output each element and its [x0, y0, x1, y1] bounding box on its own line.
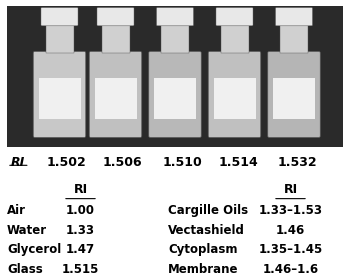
Text: 1.33–1.53: 1.33–1.53: [259, 204, 322, 217]
Text: Water: Water: [7, 224, 47, 237]
Text: 1.46: 1.46: [276, 224, 305, 237]
FancyBboxPatch shape: [273, 78, 315, 119]
FancyBboxPatch shape: [208, 51, 261, 138]
FancyBboxPatch shape: [7, 6, 343, 147]
Text: Glycerol: Glycerol: [7, 243, 61, 256]
FancyBboxPatch shape: [149, 51, 201, 138]
Text: RI: RI: [74, 183, 88, 196]
FancyBboxPatch shape: [275, 8, 313, 26]
FancyBboxPatch shape: [280, 25, 308, 53]
Text: Cargille Oils: Cargille Oils: [168, 204, 248, 217]
Text: RI: RI: [284, 183, 298, 196]
Text: Vectashield: Vectashield: [168, 224, 245, 237]
FancyBboxPatch shape: [220, 25, 248, 53]
FancyBboxPatch shape: [214, 78, 256, 119]
FancyBboxPatch shape: [38, 78, 80, 119]
FancyBboxPatch shape: [156, 8, 194, 26]
FancyBboxPatch shape: [41, 8, 78, 26]
FancyBboxPatch shape: [216, 8, 253, 26]
Text: 1.35–1.45: 1.35–1.45: [258, 243, 323, 256]
Text: Membrane: Membrane: [168, 263, 238, 276]
Text: RI: RI: [10, 156, 25, 169]
FancyBboxPatch shape: [161, 25, 189, 53]
FancyBboxPatch shape: [154, 78, 196, 119]
Text: 1.532: 1.532: [278, 156, 317, 169]
Text: 1.510: 1.510: [162, 156, 202, 169]
Text: Cytoplasm: Cytoplasm: [168, 243, 238, 256]
FancyBboxPatch shape: [33, 51, 86, 138]
Text: 1.33: 1.33: [66, 224, 95, 237]
FancyBboxPatch shape: [102, 25, 130, 53]
FancyBboxPatch shape: [97, 8, 134, 26]
Text: 1.47: 1.47: [66, 243, 95, 256]
FancyBboxPatch shape: [268, 51, 320, 138]
FancyBboxPatch shape: [46, 25, 74, 53]
Text: 1.502: 1.502: [47, 156, 86, 169]
Text: Air: Air: [7, 204, 26, 217]
Text: 1.46–1.6: 1.46–1.6: [262, 263, 318, 276]
FancyBboxPatch shape: [89, 51, 142, 138]
Text: Glass: Glass: [7, 263, 43, 276]
FancyBboxPatch shape: [94, 78, 136, 119]
Text: 1.515: 1.515: [62, 263, 99, 276]
Text: 1.506: 1.506: [103, 156, 142, 169]
Text: 1.00: 1.00: [66, 204, 95, 217]
Text: 1.514: 1.514: [218, 156, 258, 169]
